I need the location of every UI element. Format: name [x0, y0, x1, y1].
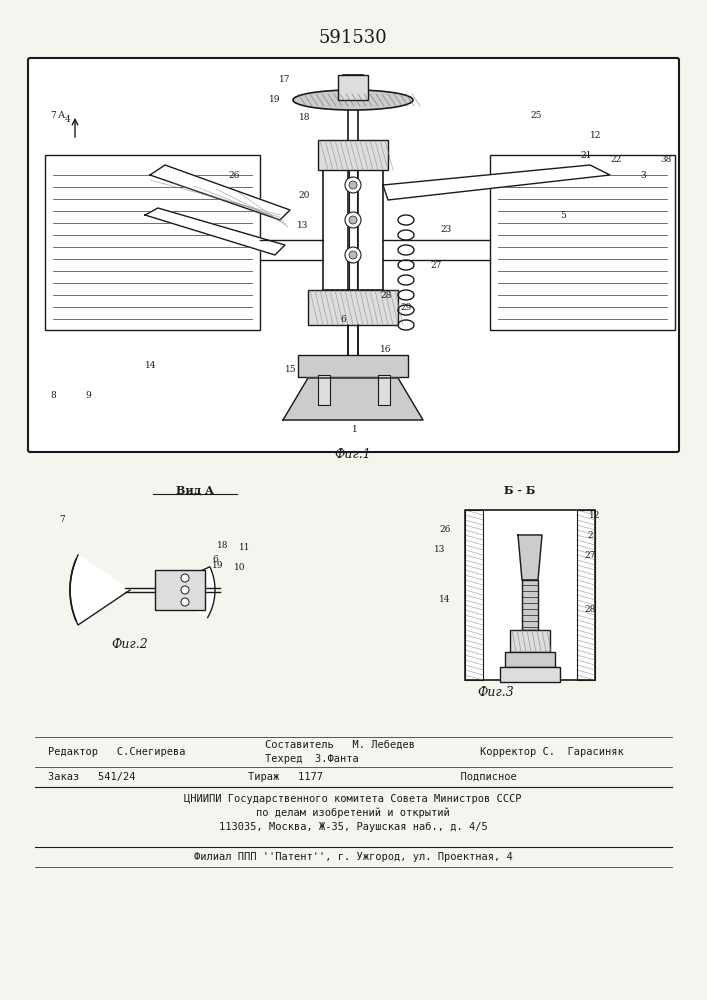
Polygon shape [150, 165, 290, 220]
Circle shape [181, 598, 189, 606]
FancyBboxPatch shape [28, 58, 679, 452]
Bar [318, 140, 388, 170]
Text: 7: 7 [59, 516, 65, 524]
Bar [465, 510, 595, 680]
Bar [308, 290, 398, 325]
Text: 19: 19 [212, 560, 223, 570]
Text: 28: 28 [584, 605, 596, 614]
Bar [465, 510, 483, 680]
Polygon shape [283, 378, 423, 420]
Bar [155, 570, 205, 610]
Bar [298, 355, 408, 377]
Text: 19: 19 [269, 96, 280, 104]
Text: 27: 27 [430, 260, 441, 269]
Text: 8: 8 [50, 390, 56, 399]
Bar [490, 155, 675, 330]
Bar [577, 510, 595, 680]
Polygon shape [145, 208, 285, 255]
Text: 15: 15 [285, 365, 297, 374]
Text: 38: 38 [660, 155, 672, 164]
Text: 16: 16 [380, 346, 392, 355]
Text: 28: 28 [380, 290, 392, 300]
Text: 21: 21 [580, 150, 591, 159]
Text: по делам изобретений и открытий: по делам изобретений и открытий [256, 808, 450, 818]
Text: 11: 11 [239, 544, 251, 552]
Bar [378, 375, 390, 405]
Text: Филиал ППП ''Патент'', г. Ужгород, ул. Проектная, 4: Филиал ППП ''Патент'', г. Ужгород, ул. П… [194, 852, 513, 862]
Text: Фиг.2: Фиг.2 [112, 639, 148, 652]
Text: Фиг.1: Фиг.1 [334, 448, 371, 462]
Circle shape [345, 247, 361, 263]
Bar [323, 170, 383, 290]
Text: 23: 23 [440, 226, 451, 234]
Bar [338, 75, 368, 100]
Circle shape [181, 586, 189, 594]
Text: 5: 5 [560, 211, 566, 220]
Text: Заказ   541/24                  Тираж   1177                      Подписное: Заказ 541/24 Тираж 1177 Подписное [48, 772, 517, 782]
Circle shape [349, 181, 357, 189]
Text: Техред  З.Фанта: Техред З.Фанта [265, 754, 358, 764]
Bar [505, 652, 555, 667]
Bar [318, 375, 330, 405]
Text: 12: 12 [590, 510, 601, 520]
Text: 20: 20 [298, 190, 310, 200]
Text: Вид А: Вид А [176, 485, 214, 495]
Text: 26: 26 [439, 526, 450, 534]
Text: 4: 4 [65, 115, 71, 124]
Text: 25: 25 [530, 110, 542, 119]
Text: ЦНИИПИ Государственного комитета Совета Министров СССР: ЦНИИПИ Государственного комитета Совета … [185, 794, 522, 804]
Polygon shape [383, 165, 610, 200]
Text: 27: 27 [584, 550, 596, 560]
Polygon shape [70, 555, 130, 625]
Ellipse shape [293, 90, 413, 110]
Text: 26: 26 [228, 170, 240, 180]
Text: 9: 9 [85, 390, 90, 399]
Text: 22: 22 [610, 155, 621, 164]
Text: 3: 3 [640, 170, 645, 180]
Text: Б - Б: Б - Б [504, 485, 536, 495]
Circle shape [345, 212, 361, 228]
Text: 6: 6 [340, 316, 346, 324]
Text: 18: 18 [217, 540, 229, 550]
Text: Редактор   С.Снегирева: Редактор С.Снегирева [48, 747, 185, 757]
Circle shape [181, 574, 189, 582]
Circle shape [345, 177, 361, 193]
Bar [500, 667, 560, 682]
Text: 6: 6 [212, 556, 218, 564]
Text: Фиг.3: Фиг.3 [478, 686, 515, 700]
Text: Корректор С.  Гарасиняк: Корректор С. Гарасиняк [480, 747, 624, 757]
Bar [45, 155, 260, 330]
Text: 113035, Москва, Ж-35, Раушская наб., д. 4/5: 113035, Москва, Ж-35, Раушская наб., д. … [218, 822, 487, 832]
Text: 591530: 591530 [319, 29, 387, 47]
Bar [510, 630, 550, 652]
Polygon shape [518, 535, 542, 580]
Text: 13: 13 [434, 546, 445, 554]
Text: 2: 2 [588, 530, 592, 540]
Bar [522, 580, 538, 630]
Text: 13: 13 [297, 221, 308, 230]
Text: 18: 18 [298, 113, 310, 122]
Circle shape [349, 251, 357, 259]
Text: 7: 7 [50, 110, 56, 119]
Text: 10: 10 [234, 564, 246, 572]
Text: Составитель   М. Лебедев: Составитель М. Лебедев [265, 740, 415, 750]
Text: 1: 1 [352, 426, 358, 434]
Text: 17: 17 [279, 76, 290, 85]
Circle shape [349, 216, 357, 224]
Polygon shape [160, 567, 215, 617]
Text: 29: 29 [400, 304, 411, 312]
Text: А: А [58, 110, 65, 119]
Text: 14: 14 [439, 595, 451, 604]
Text: 12: 12 [590, 130, 602, 139]
Text: 14: 14 [145, 360, 156, 369]
